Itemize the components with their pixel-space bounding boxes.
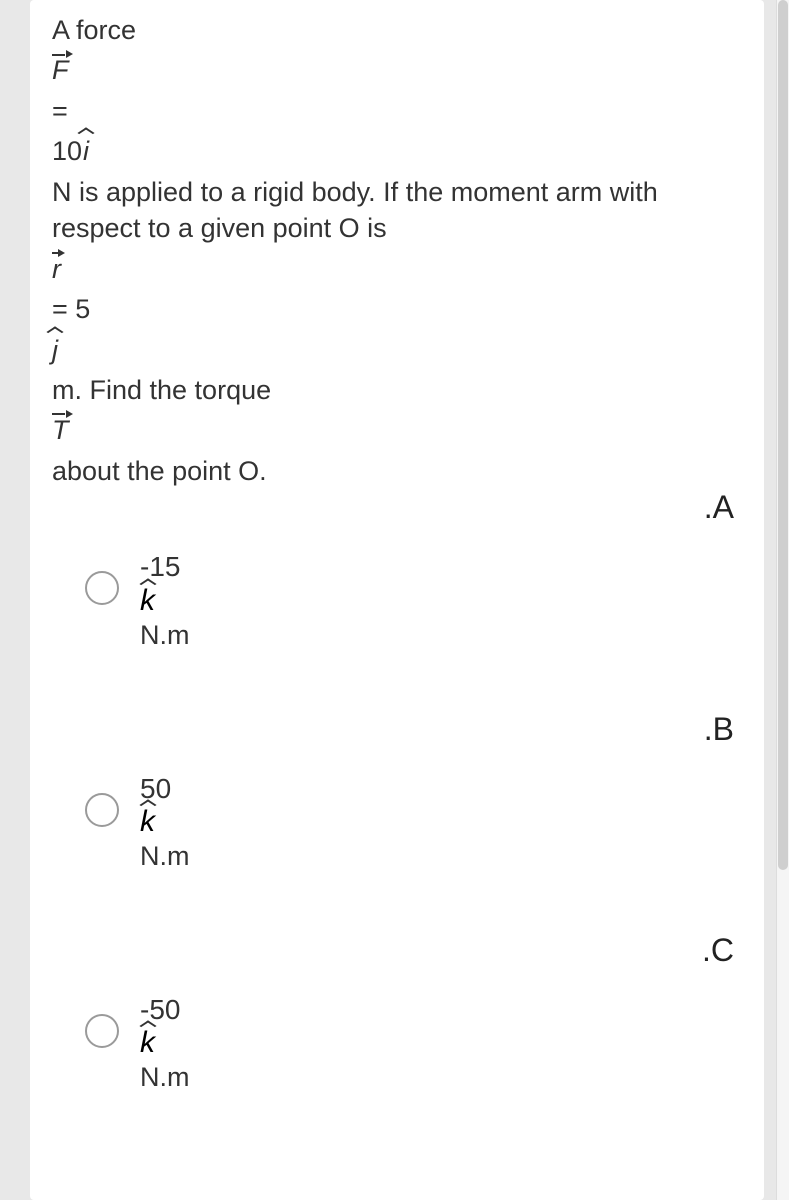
question-card: A force F = 10i N is applied to a rigid … bbox=[30, 0, 764, 1200]
option-letter: .C bbox=[702, 932, 734, 969]
force-magnitude: 10 bbox=[52, 136, 82, 166]
jhat-icon: j bbox=[52, 332, 58, 368]
option-a[interactable]: .A -15 k N.m bbox=[30, 549, 764, 650]
option-value: -15 bbox=[140, 549, 734, 585]
q-line-2: N is applied to a rigid body. If the mom… bbox=[52, 174, 742, 247]
option-unit: N.m bbox=[140, 841, 734, 872]
option-letter: .B bbox=[704, 711, 734, 748]
option-c[interactable]: .C -50 k N.m bbox=[30, 992, 764, 1093]
radio-icon[interactable] bbox=[85, 1014, 119, 1048]
option-value: -50 bbox=[140, 992, 734, 1028]
vector-T: T bbox=[52, 412, 69, 448]
scrollbar-track[interactable] bbox=[776, 0, 789, 1200]
r-value: = 5 bbox=[52, 291, 742, 327]
vector-r: r bbox=[52, 251, 61, 287]
option-letter: .A bbox=[704, 489, 734, 526]
khat-icon: k bbox=[140, 1026, 155, 1060]
option-unit: N.m bbox=[140, 1062, 734, 1093]
page-wrapper: A force F = 10i N is applied to a rigid … bbox=[0, 0, 789, 1200]
ihat-icon: i bbox=[83, 133, 89, 169]
q-line-4: about the point O. bbox=[52, 453, 742, 489]
khat-icon: k bbox=[140, 584, 155, 618]
khat-icon: k bbox=[140, 805, 155, 839]
q-line-3: m. Find the torque bbox=[52, 372, 742, 408]
scrollbar-thumb[interactable] bbox=[778, 0, 788, 870]
q-line-1: A force bbox=[52, 12, 742, 48]
options-group: .A -15 k N.m .B 50 k N.m .C -50 k N.m bbox=[30, 549, 764, 1093]
q-equals-1: = bbox=[52, 93, 742, 129]
radio-icon[interactable] bbox=[85, 571, 119, 605]
question-text: A force F = 10i N is applied to a rigid … bbox=[30, 12, 764, 489]
option-b[interactable]: .B 50 k N.m bbox=[30, 771, 764, 872]
option-value: 50 bbox=[140, 771, 734, 807]
radio-icon[interactable] bbox=[85, 793, 119, 827]
option-unit: N.m bbox=[140, 620, 734, 651]
vector-F: F bbox=[52, 52, 69, 88]
